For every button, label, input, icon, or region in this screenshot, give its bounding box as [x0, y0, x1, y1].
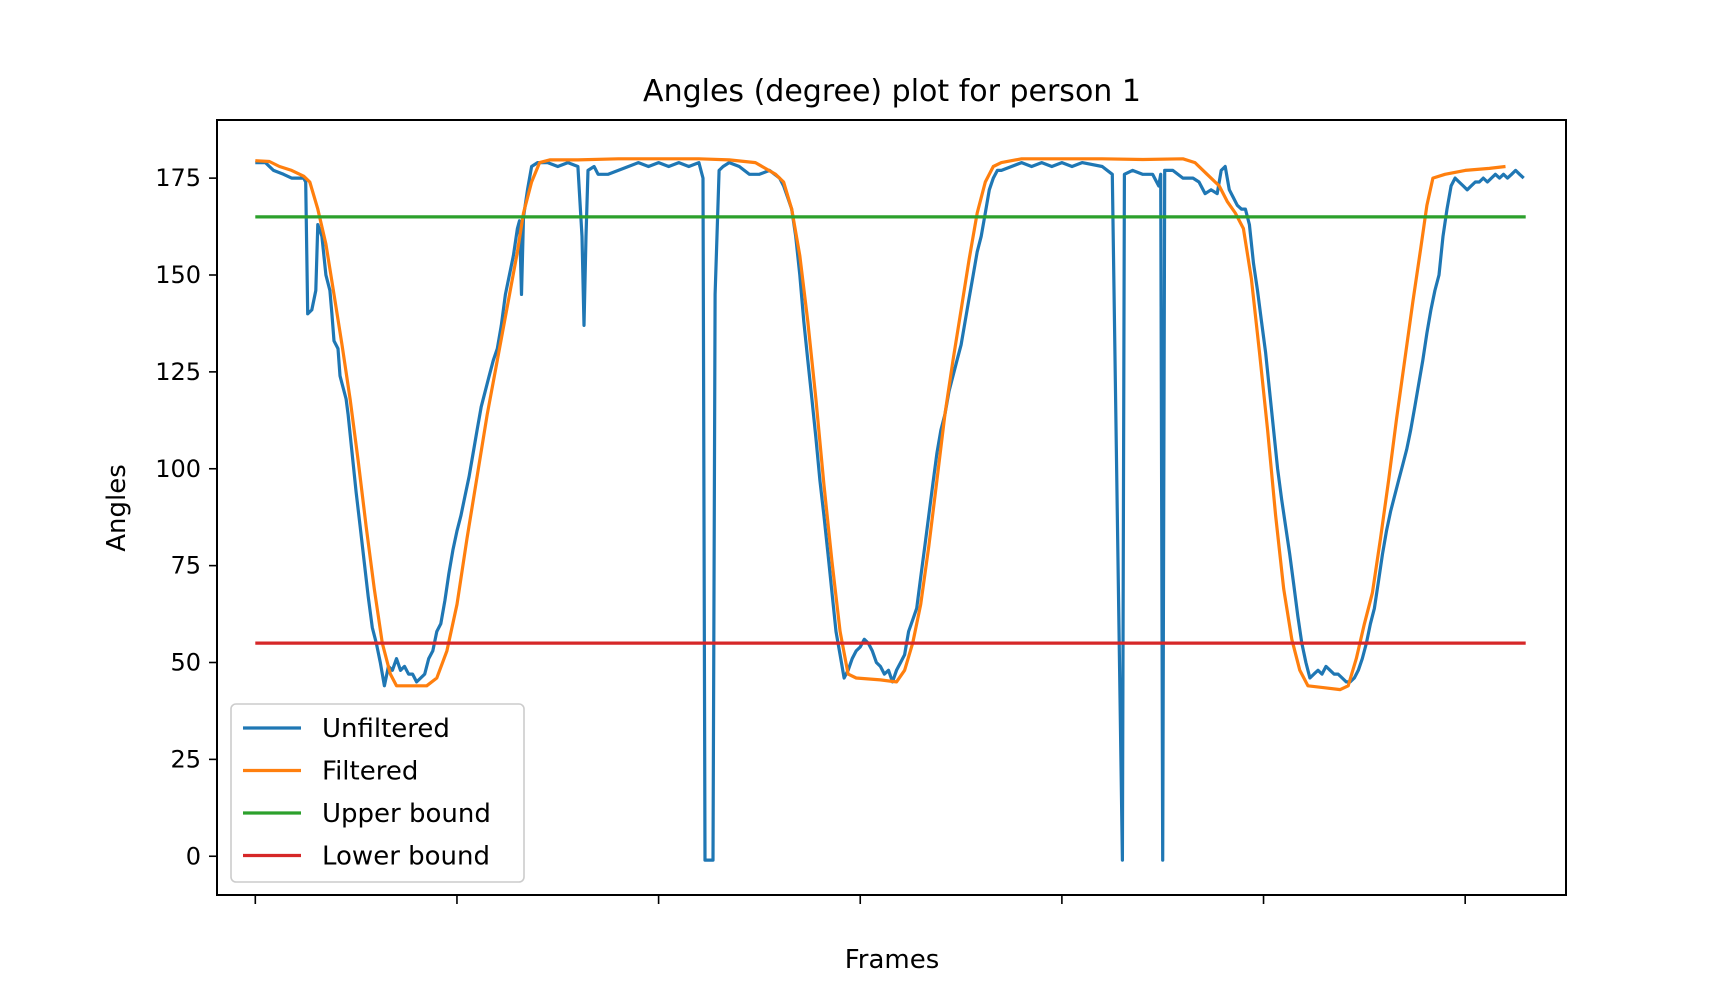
y-axis-label: Angles [102, 464, 132, 552]
plot-frame [216, 119, 1567, 896]
x-axis-label: Frames [845, 945, 940, 975]
plot-area [255, 157, 1526, 862]
y-tick-label: 0 [186, 842, 201, 870]
y-tick-label: 175 [155, 164, 201, 192]
legend: Unfiltered Filtered Upper bound Lower bound [230, 703, 525, 883]
y-tick-label: 100 [155, 455, 201, 483]
y-tick-label: 150 [155, 261, 201, 289]
legend-label-4: Lower bound [322, 842, 490, 872]
legend-label-2: Filtered [322, 757, 418, 787]
axis-ticks: 0 25 50 75 100 125 150 175 [155, 164, 1466, 904]
legend-box [230, 703, 525, 883]
series-line-2 [255, 157, 1506, 692]
legend-label-1: Unfiltered [322, 714, 450, 744]
y-tick-label: 50 [170, 649, 201, 677]
y-tick-label: 25 [170, 745, 201, 773]
legend-label-3: Upper bound [322, 799, 491, 829]
y-tick-label: 125 [155, 358, 201, 386]
y-tick-label: 75 [170, 552, 201, 580]
chart-title: Angles (degree) plot for person 1 [643, 74, 1141, 109]
